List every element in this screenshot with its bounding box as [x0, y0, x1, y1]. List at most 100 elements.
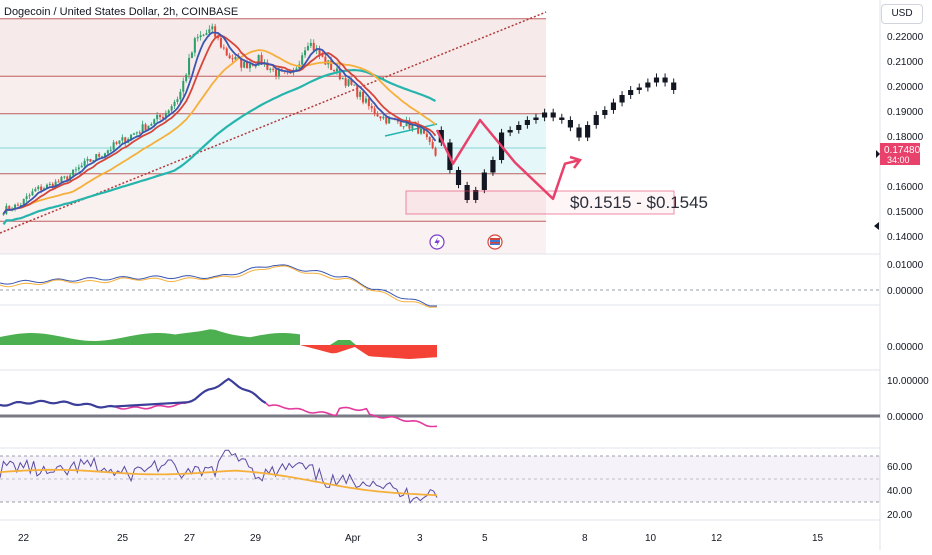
- x-tick-apr: Apr: [345, 533, 361, 544]
- projected-candle-body: [473, 190, 479, 200]
- projected-candle-body: [542, 112, 548, 118]
- candle-body: [425, 133, 428, 138]
- candle-body: [312, 42, 315, 51]
- ma-red-line: [2, 34, 437, 215]
- currency-button[interactable]: USD: [881, 4, 923, 24]
- candle-body: [364, 98, 367, 103]
- x-tick-8: 8: [582, 533, 588, 544]
- candle-body: [95, 154, 98, 161]
- rsi-ma-line: [0, 468, 438, 497]
- candle-body: [304, 50, 307, 56]
- candle-body: [362, 91, 365, 103]
- candle-body: [103, 153, 106, 157]
- horizontal-levels: [0, 18, 546, 222]
- candle-body: [170, 106, 173, 111]
- candle-body: [385, 116, 388, 124]
- x-axis[interactable]: 22 25 27 29 Apr 3 5 8 10 12 15: [18, 533, 824, 544]
- candle-body: [222, 47, 225, 49]
- short-trend-line: [384, 123, 438, 137]
- target-zone-box: [405, 190, 675, 215]
- ma-teal-line: [2, 68, 437, 225]
- candle-body: [173, 101, 176, 107]
- candle-body: [266, 62, 269, 70]
- candle-body: [80, 165, 83, 168]
- y-tick-0.20: 0.20000: [887, 82, 924, 93]
- candle-body: [376, 114, 379, 117]
- current-price-value: 0.17480: [884, 145, 921, 156]
- projected-candle-body: [671, 82, 677, 90]
- target-zone-fill: [406, 191, 674, 214]
- candle-body: [98, 154, 101, 157]
- candle-body: [318, 48, 321, 56]
- projected-candle-body: [662, 77, 668, 83]
- candle-body: [333, 69, 336, 72]
- zones-layer: [0, 18, 546, 254]
- candle-body: [182, 80, 185, 92]
- candle-body: [272, 68, 275, 70]
- candle-body: [57, 181, 60, 183]
- candle-body: [196, 37, 199, 39]
- projected-candle-body: [602, 110, 608, 115]
- candle-body: [109, 149, 112, 151]
- scroll-arrow-icon[interactable]: [874, 222, 879, 230]
- candle-body: [176, 99, 179, 102]
- candle-body: [118, 140, 121, 144]
- candle-body: [257, 55, 260, 66]
- candle-body: [14, 204, 17, 210]
- candle-body: [367, 98, 370, 107]
- bottom-zone: [0, 221, 546, 254]
- candle-body: [399, 121, 402, 127]
- histogram-negative: [300, 345, 437, 359]
- projection-arrowhead: [569, 155, 583, 169]
- candle-body: [45, 184, 48, 189]
- candle-body: [341, 78, 344, 80]
- projected-candle-body: [619, 95, 625, 103]
- candle-body: [141, 124, 144, 133]
- rsi-tick-40: 40.00: [887, 486, 912, 497]
- candle-body: [167, 110, 170, 113]
- y-tick-0.14: 0.14000: [887, 232, 924, 243]
- projected-candle-body: [455, 170, 462, 185]
- oscillator-panel: [0, 377, 880, 428]
- candle-body: [72, 169, 75, 176]
- candle-body: [402, 126, 405, 128]
- candle-body: [295, 68, 298, 71]
- y-tick-0.16: 0.16000: [887, 182, 924, 193]
- candle-body: [77, 167, 80, 170]
- candle-body: [306, 45, 309, 51]
- candle-body: [338, 68, 341, 80]
- x-tick-27: 27: [184, 533, 196, 544]
- candle-body: [190, 52, 193, 58]
- candle-body: [63, 176, 66, 178]
- flash-icon[interactable]: [429, 234, 445, 250]
- candle-body: [16, 204, 19, 206]
- osc-tick-0: 0.00000: [887, 412, 924, 423]
- projected-candle-body: [559, 117, 565, 120]
- candle-body: [22, 199, 25, 205]
- candle-body: [347, 79, 350, 86]
- candle-body: [25, 196, 28, 200]
- candle-body: [277, 69, 280, 77]
- price-tag-arrow: [876, 150, 880, 158]
- candle-body: [431, 141, 434, 149]
- candle-body: [335, 68, 338, 72]
- candle-body: [199, 35, 202, 38]
- countdown-value: 34:00: [887, 155, 910, 165]
- projected-candle-body: [636, 87, 642, 90]
- candle-body: [8, 205, 11, 210]
- y-axis[interactable]: 0.22000 0.21000 0.20000 0.19000 0.18000 …: [874, 32, 929, 521]
- x-tick-12: 12: [711, 533, 723, 544]
- candle-body: [144, 124, 147, 131]
- rsi-tick-60: 60.00: [887, 462, 912, 473]
- projected-candle-body: [490, 160, 496, 173]
- y-tick-0.21: 0.21000: [887, 57, 924, 68]
- candle-body: [54, 181, 57, 188]
- projected-candle-body: [524, 120, 530, 125]
- news-flag-icon[interactable]: [487, 234, 503, 250]
- candle-body: [260, 55, 263, 65]
- candle-body: [356, 84, 359, 97]
- candle-body: [422, 128, 425, 134]
- candle-body: [420, 128, 423, 134]
